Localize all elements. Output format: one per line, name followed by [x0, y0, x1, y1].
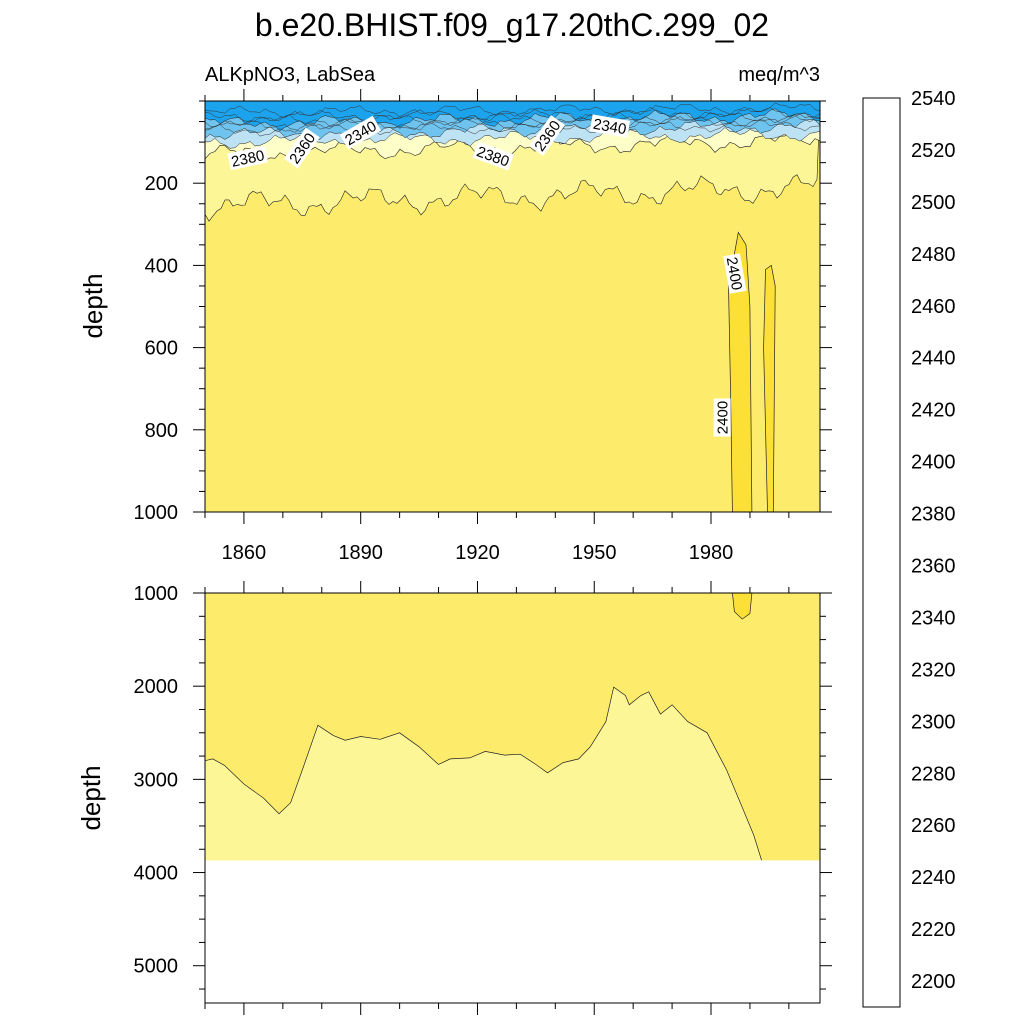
- top-contour-fills: [205, 101, 820, 512]
- colorbar-label: 2200: [911, 971, 956, 993]
- x-tick-label: 1950: [572, 542, 617, 564]
- top-axes: 1860 1890 1920 1950 1980 200 400 600 800 1000: [134, 89, 832, 564]
- chart-title: b.e20.BHIST.f09_g17.20thC.299_02: [255, 7, 769, 43]
- top-contour-line: [205, 111, 820, 128]
- contour-label: 2400: [723, 253, 747, 294]
- colorbar-label: 2540: [911, 88, 956, 110]
- colorbar-label: 2320: [911, 659, 956, 681]
- y-tick-label: 200: [145, 173, 178, 195]
- top-y-axis-label: depth: [78, 273, 108, 338]
- contour-label-bg: [227, 145, 269, 171]
- top-fill-blue-2: [205, 101, 820, 132]
- bottom-y-axis-label: depth: [76, 765, 106, 830]
- y-tick-label: 3000: [134, 769, 179, 791]
- contour-label-text: 2340: [592, 116, 628, 139]
- contour-label-bg: [529, 115, 565, 157]
- colorbar-label: 2260: [911, 815, 956, 837]
- y-tick-label: 400: [145, 255, 178, 277]
- colorbar-frame: [862, 97, 901, 1008]
- x-tick-label: 1890: [338, 542, 383, 564]
- colorbar-label: 2480: [911, 244, 956, 266]
- top-fill-2400-plume-0: [728, 231, 753, 512]
- chart-subtitle-right: meq/m^3: [738, 64, 820, 86]
- x-tick-label: 1980: [689, 542, 734, 564]
- contour-label-bg: [713, 398, 731, 437]
- colorbar-label: 2500: [911, 192, 956, 214]
- bottom-plot-frame: [204, 592, 821, 1004]
- colorbar-label: 2360: [911, 556, 956, 578]
- bottom-axes: 1000 2000 3000 4000 5000: [134, 581, 832, 1015]
- top-contour-line: [205, 106, 820, 123]
- chart-subtitle-left: ALKpNO3, LabSea: [205, 64, 376, 86]
- colorbar-label: 2440: [911, 348, 956, 370]
- top-contour-line: [205, 119, 820, 137]
- contour-label-bg: [472, 141, 514, 171]
- contour-label-text: 2380: [230, 147, 266, 171]
- contour-label: 2400: [713, 398, 732, 437]
- colorbar-label: 2240: [911, 867, 956, 889]
- colorbar-label: 2400: [911, 452, 956, 474]
- bottom-no-data: [205, 860, 820, 1003]
- bottom-fill-2400-remnant: [732, 593, 753, 620]
- colorbar-label: 2280: [911, 763, 956, 785]
- colorbar-label: 2460: [911, 296, 956, 318]
- colorbar: 2200 2220 2240 2260 2280 2300 2320 2340 2360 2380…: [862, 88, 956, 1008]
- colorbar-label: 2220: [911, 919, 956, 941]
- y-tick-label: 5000: [134, 956, 179, 978]
- contour-label-bg: [589, 114, 631, 138]
- colorbar-label: 2340: [911, 607, 956, 629]
- top-fill-2400-plume-1: [763, 264, 776, 512]
- panel-bottom: 1000 2000 3000 4000 5000 depth: [76, 581, 832, 1015]
- colorbar-label: 2300: [911, 711, 956, 733]
- x-tick-label: 1920: [455, 542, 500, 564]
- contour-label-bg: [723, 253, 747, 294]
- contour-label-text: 2400: [723, 256, 746, 292]
- contour-label-text: 2400: [715, 401, 732, 434]
- bottom-fill-2380: [205, 687, 762, 861]
- colorbar-label: 2520: [911, 140, 956, 162]
- contour-label-bg: [284, 127, 320, 169]
- colorbar-label: 2380: [911, 504, 956, 526]
- y-tick-label: 1000: [134, 502, 179, 524]
- bottom-contour-line: [205, 686, 762, 861]
- top-contour-line: [205, 114, 820, 132]
- y-tick-label: 4000: [134, 863, 179, 885]
- colorbar-label: 2420: [911, 400, 956, 422]
- y-tick-label: 600: [145, 338, 178, 360]
- contour-label: 2340: [589, 114, 631, 139]
- contour-label: 2380: [227, 145, 269, 171]
- y-tick-label: 1000: [134, 583, 179, 605]
- bottom-contour-fills: [205, 593, 820, 1003]
- x-tick-label: 1860: [222, 542, 267, 564]
- y-tick-label: 2000: [134, 676, 179, 698]
- y-tick-label: 800: [145, 420, 178, 442]
- contour-label-bg: [339, 115, 382, 150]
